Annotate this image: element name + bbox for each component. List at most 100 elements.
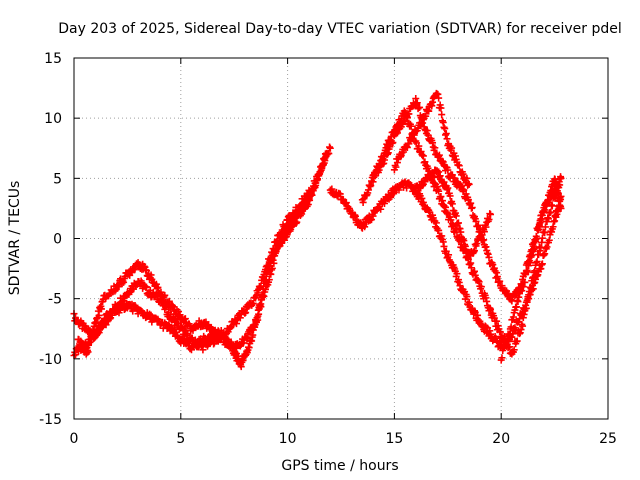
data-point [84,348,92,356]
y-tick-label: 15 [44,51,62,67]
data-point [487,305,495,313]
data-point [326,144,334,152]
data-point [380,156,388,164]
data-point [554,190,562,198]
data-point [270,245,278,253]
data-point [522,304,530,312]
data-point [419,152,427,160]
data-point [477,283,485,291]
data-point [435,94,443,102]
data-point [516,290,524,298]
data-point [387,193,395,201]
data-point [392,163,400,171]
data-point [544,215,552,223]
data-point [437,193,445,201]
data-point [407,122,415,130]
data-point [460,186,468,194]
data-point [297,203,305,211]
x-tick-label: 20 [492,431,510,447]
data-point [361,223,369,231]
chart-title: Day 203 of 2025, Sidereal Day-to-day VTE… [58,21,622,37]
data-point [413,99,421,107]
data-point [273,237,281,245]
data-point [447,216,455,224]
data-point [535,251,543,259]
data-point [305,186,313,194]
series-track-i [497,175,565,364]
y-tick-label: 10 [44,111,62,127]
data-points [70,89,565,371]
data-point [503,336,511,344]
data-point [165,297,173,305]
data-point [455,162,463,170]
data-point [453,270,461,278]
data-point [443,135,451,143]
data-point [90,329,98,336]
data-point [557,204,565,212]
x-tick-label: 0 [70,431,79,447]
data-point [471,247,478,255]
data-point [405,140,413,148]
y-axis-label: SDTVAR / TECUs [7,181,23,296]
data-point [435,187,443,195]
data-point [437,104,445,112]
data-point [377,205,385,213]
data-point [351,212,359,220]
data-point [300,198,308,206]
data-point [448,200,456,208]
data-point [468,204,476,212]
x-tick-label: 5 [176,431,185,447]
data-point [557,174,565,182]
data-point [444,166,452,174]
y-tick-label: -5 [48,292,62,308]
data-point [527,285,535,293]
data-point [142,283,150,291]
data-point [487,210,495,218]
data-point [418,194,426,202]
data-point [452,212,460,220]
data-point [451,174,459,182]
data-point [441,125,449,133]
data-point [532,232,540,240]
y-tick-label: 5 [53,171,62,187]
x-tick-labels: 0 5 10 15 20 25 [70,431,617,447]
axis-ticks [73,57,609,420]
data-point [446,192,454,200]
data-point [448,144,456,152]
data-point [507,323,515,331]
series-track-g [390,89,473,189]
x-tick-label: 10 [279,431,297,447]
x-axis-label: GPS time / hours [281,458,398,474]
y-tick-label: -15 [39,412,62,428]
data-point [264,262,272,270]
x-tick-label: 15 [385,431,403,447]
x-tick-label: 25 [599,431,617,447]
y-tick-label: -10 [39,352,62,368]
data-point [282,223,290,231]
data-point [433,167,441,175]
data-point [480,228,488,236]
data-point [389,139,397,147]
data-point [510,346,518,354]
series-track-c [74,186,313,358]
data-point [465,180,473,188]
data-point [538,260,546,268]
y-tick-labels: -15 -10 -5 0 5 10 15 [39,51,62,428]
series-track-h [412,166,495,260]
data-point [270,259,278,267]
y-tick-label: 0 [53,232,62,248]
data-point [418,119,426,127]
data-point [498,354,506,362]
data-point [101,317,109,325]
data-point [519,322,527,330]
data-point [416,103,424,111]
data-point [111,287,119,295]
data-point [512,303,520,311]
data-point [547,208,555,216]
data-point [325,150,333,158]
data-point [485,253,493,261]
data-point [257,303,265,311]
data-point [541,250,549,258]
